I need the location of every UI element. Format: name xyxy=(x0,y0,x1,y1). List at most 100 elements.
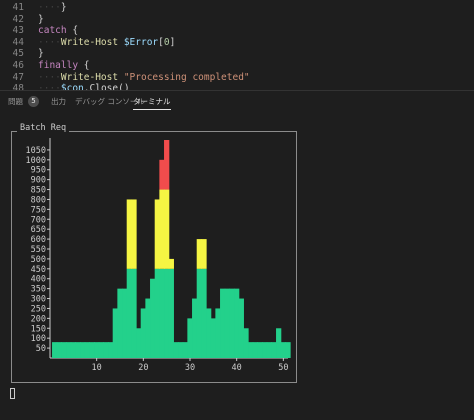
bar-low-segment xyxy=(276,328,282,358)
problems-count-badge: 5 xyxy=(28,96,39,107)
bar-low-segment xyxy=(131,268,137,358)
bar-low-segment xyxy=(210,318,216,358)
y-tick-label: 50 xyxy=(36,344,46,354)
bar-low-segment xyxy=(103,342,109,358)
y-tick-label: 350 xyxy=(31,285,46,295)
bar-low-segment xyxy=(117,288,123,358)
y-tick-label: 1000 xyxy=(26,156,46,166)
code-token: finally xyxy=(38,60,79,71)
indent-guide: ···· xyxy=(38,2,61,13)
code-text: ····$con.Close() xyxy=(38,83,130,90)
bar-low-segment xyxy=(238,298,244,358)
code-token: [ xyxy=(158,36,164,48)
bar-low-segment xyxy=(215,308,221,358)
bar-low-segment xyxy=(266,342,272,358)
bar-low-segment xyxy=(80,342,86,358)
tab-output[interactable]: 出力 xyxy=(51,97,66,106)
code-text: ····Write-Host $Error[0] xyxy=(38,37,175,49)
code-line[interactable]: 43 catch { xyxy=(0,25,474,37)
code-text: } xyxy=(38,48,44,60)
y-tick-label: 750 xyxy=(31,205,46,215)
y-tick-label: 800 xyxy=(31,195,46,205)
bar-low-segment xyxy=(108,342,114,358)
bar-low-segment xyxy=(187,318,193,358)
y-tick-label: 300 xyxy=(31,295,46,305)
code-text: } xyxy=(38,14,44,26)
panel-tab-bar: 問題 5 出力 デバッグ コンソール ターミナル xyxy=(0,91,474,113)
bar-low-segment xyxy=(229,288,235,358)
bar-low-segment xyxy=(252,342,258,358)
bar-low-segment xyxy=(56,342,62,358)
x-tick-label: 10 xyxy=(92,363,102,373)
code-token: { xyxy=(66,25,79,37)
line-number: 41 xyxy=(12,2,24,13)
bar-mid-segment xyxy=(126,199,132,269)
bar-low-segment xyxy=(140,308,146,358)
y-tick-label: 950 xyxy=(31,166,46,176)
code-line[interactable]: 45} xyxy=(0,48,474,60)
bar-low-segment xyxy=(220,288,226,358)
bar-low-segment xyxy=(285,342,291,358)
bar-low-segment xyxy=(94,342,100,358)
y-tick-label: 200 xyxy=(31,314,46,324)
code-editor[interactable]: 41 ····} 42} 43 catch {44 ····Write-Host $Err… xyxy=(0,0,474,90)
bar-low-segment xyxy=(234,288,240,358)
line-number: 42 xyxy=(12,13,24,25)
code-line[interactable]: 41 ····} xyxy=(0,2,474,14)
code-token: Write-Host xyxy=(60,71,119,83)
code-line[interactable]: 44 ····Write-Host $Error[0] xyxy=(0,37,474,49)
bar-low-segment xyxy=(66,342,72,358)
bar-low-segment xyxy=(192,298,198,358)
y-tick-label: 650 xyxy=(31,225,46,235)
bar-low-segment xyxy=(182,342,188,358)
bar-low-segment xyxy=(224,288,230,358)
line-number: 43 xyxy=(12,25,24,37)
code-token: } xyxy=(38,13,44,25)
line-number: 44 xyxy=(12,36,24,48)
panel-divider xyxy=(0,90,474,91)
terminal-panel[interactable]: Batch Req 50 100 150 200 250 300 350 400 450 500 5… xyxy=(0,113,474,420)
tab-problems[interactable]: 問題 xyxy=(8,97,23,106)
bar-low-segment xyxy=(112,308,118,358)
bar-low-segment xyxy=(154,268,160,358)
bar-mid-segment xyxy=(164,189,170,269)
chart-frame xyxy=(11,131,297,383)
code-line[interactable]: 46 finally { xyxy=(0,60,474,72)
code-token: .Close() xyxy=(83,83,130,90)
code-line[interactable]: 42} xyxy=(0,14,474,26)
bar-low-segment xyxy=(243,328,249,358)
code-token: ] xyxy=(169,36,176,48)
bar-low-segment xyxy=(126,268,132,358)
code-token: 0 xyxy=(163,36,170,48)
code-text: ····} xyxy=(38,2,67,14)
bar-mid-segment xyxy=(201,239,207,269)
y-tick-label: 150 xyxy=(31,324,46,334)
line-number: 46 xyxy=(12,60,24,71)
bar-low-segment xyxy=(145,298,151,358)
code-line[interactable]: 47 ····Write-Host "Processing completed" xyxy=(0,72,474,84)
y-tick-label: 400 xyxy=(31,275,46,285)
tab-debug-console[interactable]: デバッグ コンソール xyxy=(75,97,145,106)
code-token: { xyxy=(78,60,90,71)
y-tick-label: 550 xyxy=(31,245,46,255)
terminal-cursor xyxy=(10,388,15,399)
bar-mid-segment xyxy=(168,258,174,269)
code-line[interactable]: 48 ····$con.Close() xyxy=(0,83,474,90)
indent-guide: ···· xyxy=(38,83,61,90)
bar-low-segment xyxy=(159,268,165,358)
bar-low-segment xyxy=(262,342,268,358)
y-tick-label: 900 xyxy=(31,176,46,186)
y-tick-label: 500 xyxy=(31,255,46,265)
code-token: Write-Host xyxy=(60,36,119,48)
bar-low-segment xyxy=(164,268,170,358)
bar-low-segment xyxy=(257,342,263,358)
code-token: } xyxy=(60,2,67,13)
bar-low-segment xyxy=(280,342,286,358)
x-tick-label: 40 xyxy=(232,363,242,373)
tab-terminal[interactable]: ターミナル xyxy=(133,96,171,110)
bar-low-segment xyxy=(178,342,184,358)
indent-guide: ···· xyxy=(38,71,61,83)
y-tick-label: 700 xyxy=(31,215,46,225)
bar-mid-segment xyxy=(196,239,202,269)
code-text: ····Write-Host "Processing completed" xyxy=(38,72,250,84)
